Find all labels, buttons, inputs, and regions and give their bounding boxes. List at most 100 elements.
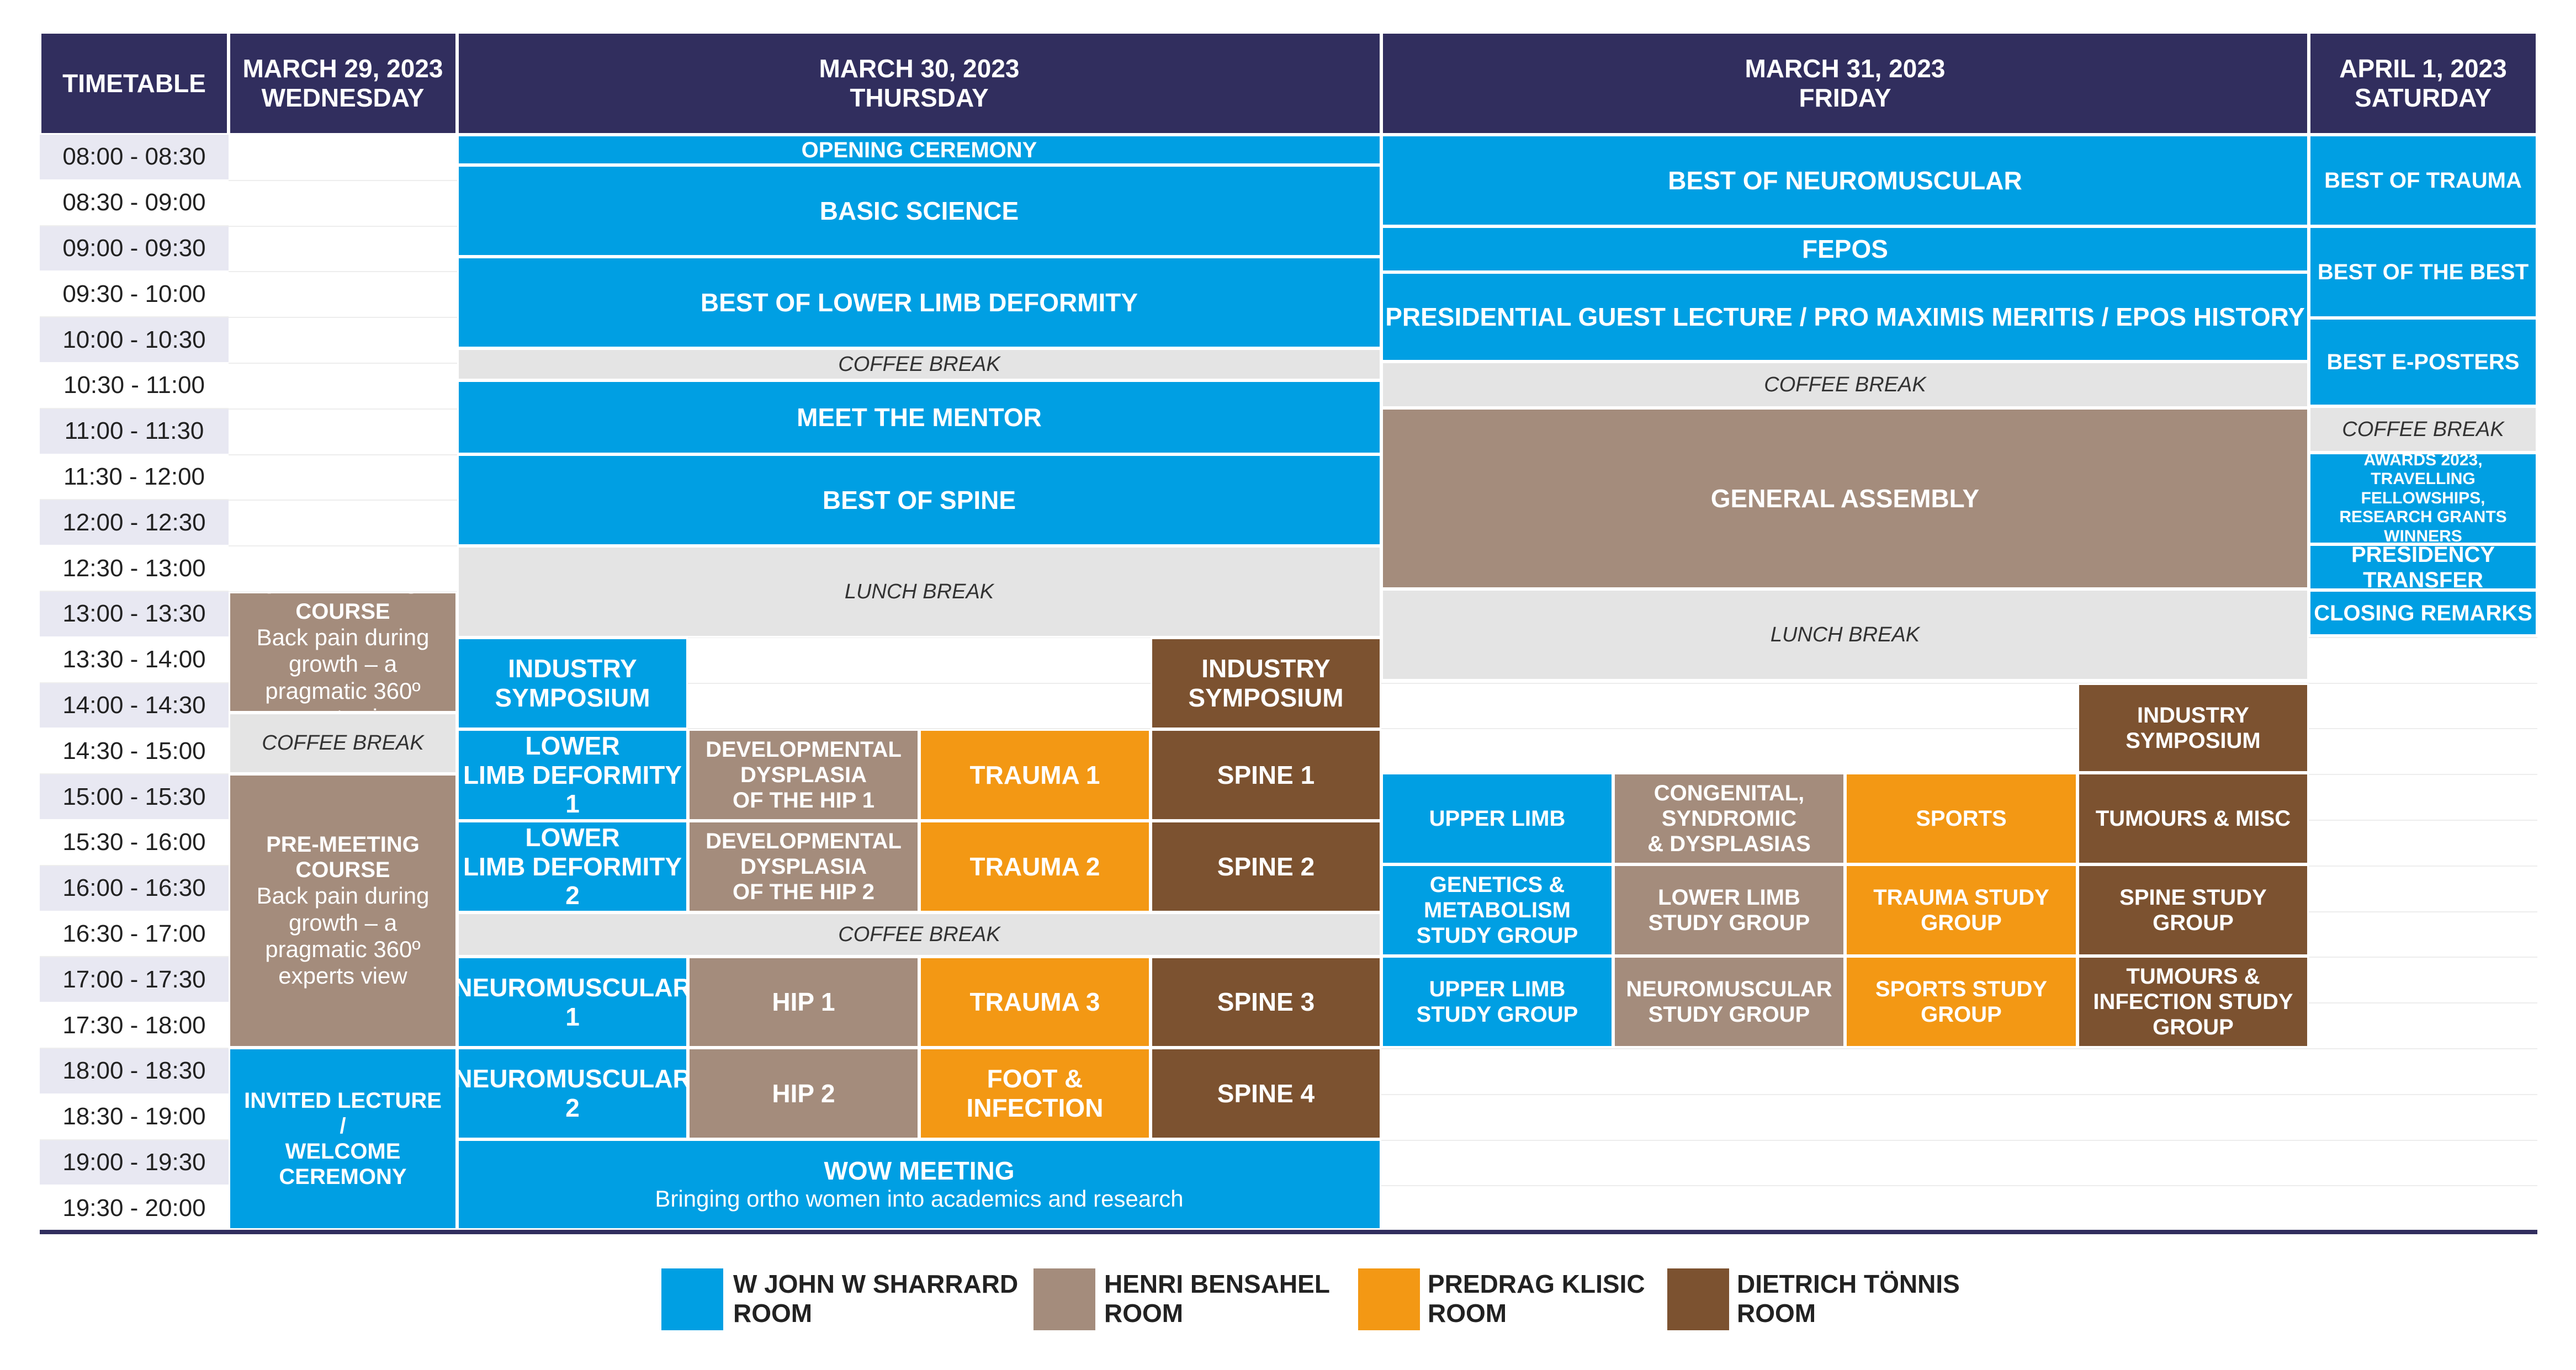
time-slot: 15:30 - 16:00 — [40, 820, 229, 866]
break-label: COFFEE BREAK — [838, 922, 1000, 946]
hip-1: HIP 1 — [688, 957, 919, 1048]
pre-meeting-course-1: PRE-MEETING COURSE Back pain during grow… — [229, 592, 457, 713]
session-line: STUDY GROUP — [1416, 1002, 1578, 1027]
developmental-dysplasia-hip-1: DEVELOPMENTAL DYSPLASIA OF THE HIP 1 — [688, 729, 919, 821]
spine-study-group: SPINE STUDY GROUP — [2077, 864, 2309, 956]
time-slot: 17:30 - 18:00 — [40, 1003, 229, 1049]
time-slot: 09:30 - 10:00 — [40, 272, 229, 318]
session-line: STUDY GROUP — [1648, 1002, 1810, 1027]
session-line: SYNDROMIC — [1661, 806, 1797, 831]
opening-ceremony: OPENING CEREMONY — [457, 135, 1381, 165]
lower-limb-deformity-2: LOWER LIMB DEFORMITY 2 — [457, 821, 688, 912]
session-title: BEST OF THE BEST — [2317, 260, 2529, 284]
time-slot: 10:00 - 10:30 — [40, 317, 229, 363]
session-title: NEUROMUSCULAR 1 — [457, 973, 688, 1031]
day-header-friday: MARCH 31, 2023 FRIDAY — [1381, 32, 2309, 135]
session-title: FOOT & INFECTION — [966, 1064, 1104, 1122]
best-of-lower-limb: BEST OF LOWER LIMB DEFORMITY — [457, 257, 1381, 348]
day-date: MARCH 30, 2023 — [819, 54, 1020, 83]
time-slot: 11:30 - 12:00 — [40, 454, 229, 501]
time-slot: 18:00 - 18:30 — [40, 1049, 229, 1095]
tumours-and-misc: TUMOURS & MISC — [2077, 773, 2309, 864]
session-title: OPENING CEREMONY — [801, 137, 1037, 162]
session-line: TRAVELLING FELLOWSHIPS, — [2361, 470, 2485, 507]
time-slot: 16:30 - 17:00 — [40, 911, 229, 958]
session-title: BEST OF SPINE — [822, 485, 1016, 514]
session-subtitle: Back pain during growth – a pragmatic 36… — [256, 883, 430, 989]
coffee-break: COFFEE BREAK — [457, 912, 1381, 957]
grid-line — [229, 1139, 2537, 1141]
session-title: PRE-MEETING COURSE — [266, 832, 420, 883]
session-title: TRAUMA 1 — [969, 760, 1100, 789]
session-title: GENERAL ASSEMBLY — [1710, 484, 1980, 513]
developmental-dysplasia-hip-2: DEVELOPMENTAL DYSPLASIA OF THE HIP 2 — [688, 821, 919, 912]
hip-2: HIP 2 — [688, 1048, 919, 1139]
day-date: MARCH 29, 2023 — [242, 54, 443, 83]
day-weekday: WEDNESDAY — [261, 83, 425, 112]
session-line: UPPER LIMB — [1429, 977, 1566, 1001]
legend-room-name: W JOHN W SHARRARD — [733, 1270, 1019, 1298]
session-title: SPINE 4 — [1217, 1079, 1315, 1108]
legend-room-name: DIETRICH TÖNNIS — [1737, 1270, 1960, 1298]
coffee-break: COFFEE BREAK — [1381, 362, 2309, 408]
invited-lecture: INVITED LECTURE / WELCOME CEREMONY — [229, 1048, 457, 1230]
best-of-the-best: BEST OF THE BEST — [2309, 226, 2537, 318]
best-of-trauma: BEST OF TRAUMA — [2309, 135, 2537, 226]
basic-science: BASIC SCIENCE — [457, 165, 1381, 257]
session-line: LOWER — [525, 731, 620, 760]
grid-line — [229, 1093, 2537, 1095]
session-title: BEST E-POSTERS — [2326, 350, 2520, 374]
fepos: FEPOS — [1381, 226, 2309, 272]
upper-limb: UPPER LIMB — [1381, 773, 1613, 864]
grid-line — [229, 682, 2537, 684]
neuromuscular-study-group: NEUROMUSCULAR STUDY GROUP — [1613, 956, 1845, 1048]
session-line: SYMPOSIUM — [495, 683, 650, 712]
session-line: / — [340, 1114, 346, 1138]
tumours-infection-study-group: TUMOURS & INFECTION STUDY GROUP — [2077, 956, 2309, 1048]
time-slot: 14:00 - 14:30 — [40, 683, 229, 729]
legend-label: HENRI BENSAHEL ROOM — [1104, 1270, 1330, 1328]
session-title: UPPER LIMB — [1429, 806, 1566, 831]
time-slot: 12:30 - 13:00 — [40, 546, 229, 592]
session-line: NEUROMUSCULAR — [1626, 977, 1832, 1001]
session-line: INDUSTRY — [2137, 703, 2249, 728]
best-of-neuromuscular: BEST OF NEUROMUSCULAR — [1381, 135, 2309, 226]
grid-line — [229, 728, 2537, 730]
time-slot: 13:30 - 14:00 — [40, 637, 229, 683]
wow-meeting: WOW MEETING Bringing ortho women into ac… — [457, 1139, 1381, 1230]
spine-3: SPINE 3 — [1151, 957, 1381, 1048]
session-title: HIP 1 — [772, 987, 835, 1017]
session-line: WELCOME CEREMONY — [279, 1139, 407, 1189]
day-date: MARCH 31, 2023 — [1745, 54, 1946, 83]
time-slot: 14:30 - 15:00 — [40, 729, 229, 775]
spine-4: SPINE 4 — [1151, 1048, 1381, 1139]
lower-limb-study-group: LOWER LIMB STUDY GROUP — [1613, 864, 1845, 956]
session-line: DYSPLASIA — [740, 763, 867, 787]
time-slot: 09:00 - 09:30 — [40, 226, 229, 272]
time-slot: 11:00 - 11:30 — [40, 408, 229, 455]
time-slot: 15:00 - 15:30 — [40, 774, 229, 820]
trauma-1: TRAUMA 1 — [919, 729, 1151, 821]
day-weekday: FRIDAY — [1799, 83, 1891, 112]
session-title: SPINE 3 — [1217, 987, 1315, 1017]
session-title: CLOSING REMARKS — [2314, 601, 2532, 625]
legend-swatch-brown — [1667, 1268, 1729, 1330]
pre-meeting-course-2: PRE-MEETING COURSE Back pain during grow… — [229, 774, 457, 1048]
session-line: GROUP — [2153, 911, 2234, 935]
session-line: OF THE HIP 2 — [732, 880, 875, 904]
closing-remarks: CLOSING REMARKS — [2309, 590, 2537, 636]
coffee-break: COFFEE BREAK — [229, 713, 457, 774]
time-slot: 18:30 - 19:00 — [40, 1094, 229, 1140]
break-label: COFFEE BREAK — [2342, 417, 2504, 441]
session-line: SYMPOSIUM — [2126, 729, 2261, 753]
congenital-syndromic: CONGENITAL, SYNDROMIC & DYSPLASIAS — [1613, 773, 1845, 864]
session-line: INVITED LECTURE — [244, 1088, 442, 1113]
session-line: DEVELOPMENTAL — [706, 737, 902, 762]
session-line: LOWER — [525, 822, 620, 852]
time-slot: 12:00 - 12:30 — [40, 500, 229, 546]
session-title: BEST OF LOWER LIMB DEFORMITY — [700, 288, 1138, 317]
break-label: LUNCH BREAK — [1770, 623, 1920, 646]
session-title: SPORTS — [1916, 806, 2007, 831]
session-line: AWARDS 2023, — [2363, 453, 2483, 469]
